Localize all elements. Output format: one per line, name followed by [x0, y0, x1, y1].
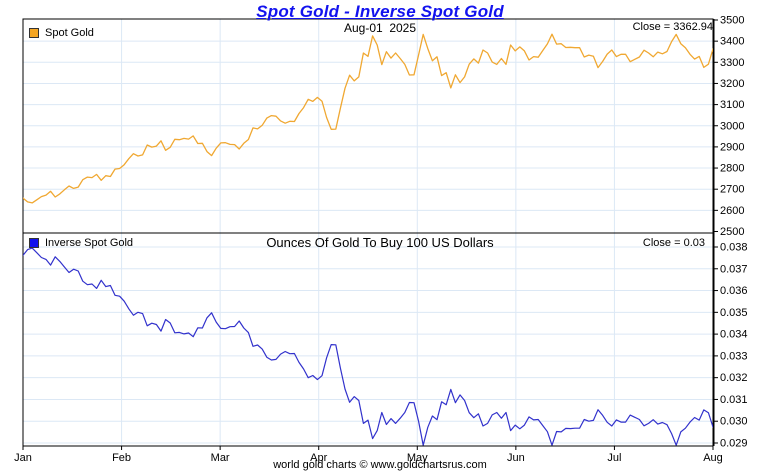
y-axis-tick-label: 2700 [720, 184, 744, 196]
x-axis-tick-label: Mar [211, 452, 230, 464]
inverse-spot-gold-swatch-icon [29, 238, 39, 248]
y-axis-tick-label: 0.029 [720, 438, 748, 450]
y-axis-tick-label: 2800 [720, 163, 744, 175]
y-axis-tick-label: 0.033 [720, 350, 748, 362]
x-axis-tick-label: Jun [507, 452, 525, 464]
bottom-panel-title: Ounces Of Gold To Buy 100 US Dollars [266, 235, 494, 250]
y-axis-tick-label: 0.030 [720, 416, 748, 428]
x-axis-tick-label: Feb [112, 452, 131, 464]
x-axis-tick-label: May [407, 452, 428, 464]
y-axis-tick-label: 3100 [720, 99, 744, 111]
page-title: Spot Gold - Inverse Spot Gold [256, 2, 504, 21]
x-axis-tick-label: Aug [703, 452, 723, 464]
panel-borders [22, 18, 715, 447]
y-axis-labels: 3500 3400 3300 3200 3100 3000 2900 2800 2700 2600… [713, 15, 748, 450]
y-axis-tick-label: 0.038 [720, 242, 748, 254]
y-axis-tick-label: 3400 [720, 36, 744, 48]
y-axis-tick-label: 0.037 [720, 263, 748, 275]
date-annotation: Aug-01 2025 [343, 21, 417, 35]
copyright-footer: world gold charts © www.goldchartsrus.co… [273, 459, 487, 471]
inverse-spot-gold-line [23, 247, 713, 446]
legend-spot-gold: Spot Gold [29, 27, 94, 39]
y-axis-tick-label: 0.035 [720, 307, 748, 319]
horizontal-gridlines [23, 40, 713, 444]
spot-gold-swatch-icon [29, 28, 39, 38]
y-axis-tick-label: 3200 [720, 78, 744, 90]
y-axis-tick-label: 2600 [720, 205, 744, 217]
x-axis-tick-label: Jan [14, 452, 32, 464]
y-axis-tick-label: 0.031 [720, 394, 748, 406]
x-axis-tick-label: Apr [310, 452, 327, 464]
y-axis-tick-label: 3300 [720, 57, 744, 69]
close-value-top: Close = 3362.94 [632, 21, 713, 33]
x-axis-labels: Jan Feb Mar Apr May Jun Jul Aug [14, 446, 723, 464]
legend-inverse-spot-gold: Inverse Spot Gold [29, 237, 133, 249]
y-axis-tick-label: 3000 [720, 120, 744, 132]
x-axis-tick-label: Jul [607, 452, 621, 464]
y-axis-tick-label: 0.034 [720, 329, 748, 341]
y-axis-tick-label: 2900 [720, 141, 744, 153]
y-axis-tick-label: 0.036 [720, 285, 748, 297]
close-value-bottom: Close = 0.03 [642, 237, 705, 249]
legend-spot-gold-label: Spot Gold [45, 27, 94, 39]
y-axis-tick-label: 0.032 [720, 372, 748, 384]
spot-gold-line [23, 33, 713, 204]
y-axis-tick-label: 3500 [720, 15, 744, 27]
legend-inverse-spot-gold-label: Inverse Spot Gold [45, 237, 134, 249]
y-axis-tick-label: 2500 [720, 226, 744, 238]
